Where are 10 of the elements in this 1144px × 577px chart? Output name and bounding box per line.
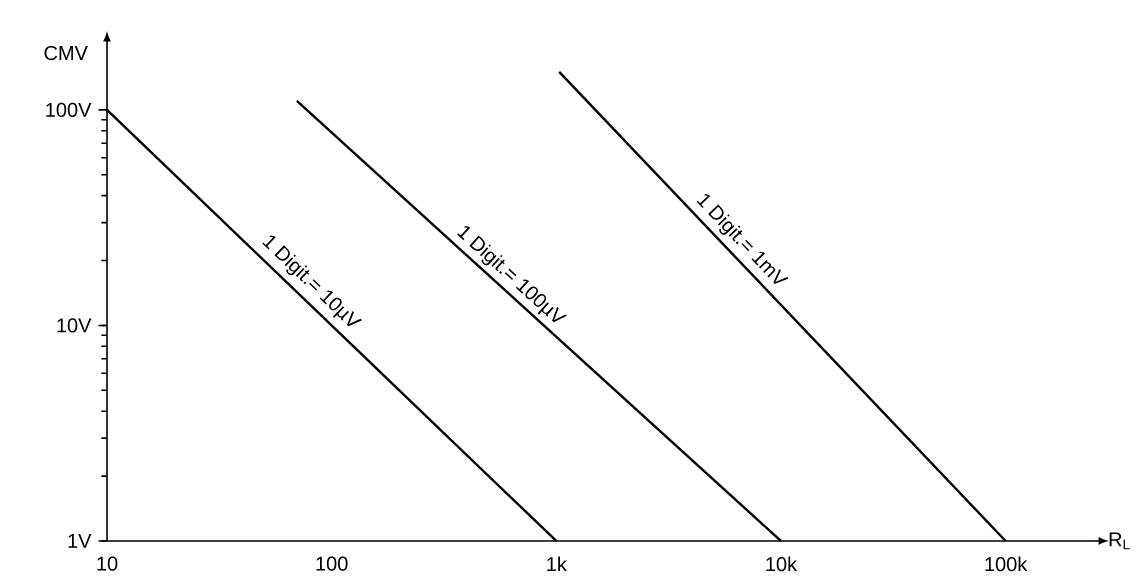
x-tick-label: 10k [766, 556, 798, 572]
x-tick-label: 10 [97, 556, 118, 571]
x-tick-label: 1k [547, 556, 567, 572]
y-tick-label: 100V [46, 102, 92, 117]
x-tick-label: 100 [316, 556, 348, 571]
y-tick-label: 10V [57, 318, 92, 333]
x-tick-label: 100k [985, 556, 1028, 572]
x-axis-title: R$_{L}$ [1109, 532, 1130, 550]
y-tick-label: 1V [68, 534, 92, 548]
y-axis-title: CMV [44, 45, 88, 61]
